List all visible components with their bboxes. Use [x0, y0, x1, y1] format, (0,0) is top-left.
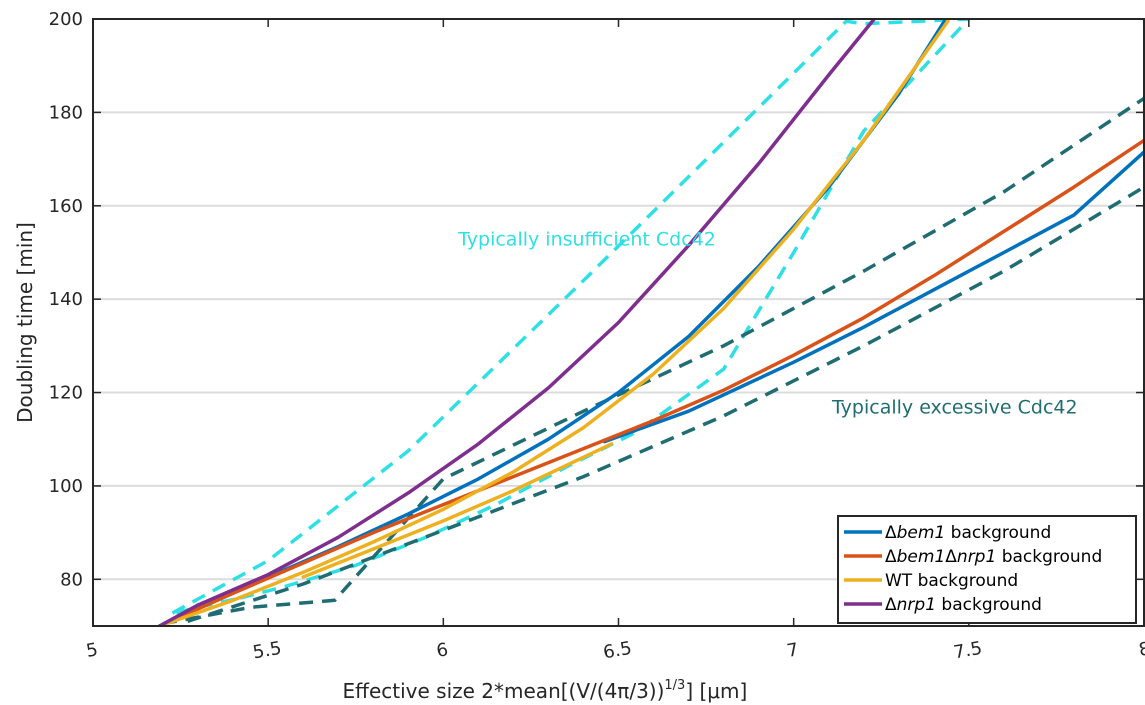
x-axis-ticks: 5 5.5 6 6.5 7 7.5 8 [85, 19, 1145, 663]
bound-lines [162, 19, 1144, 626]
series-line-1 [602, 150, 1144, 444]
series-line-5 [157, 19, 876, 626]
y-tick-label: 200 [49, 9, 83, 30]
legend-label: Δbem1 background [885, 523, 1051, 543]
y-tick-label: 180 [49, 102, 83, 123]
annotation-0: Typically insufficient Cdc42 [457, 228, 716, 250]
excessive-bound [162, 96, 1144, 626]
legend-label: WT background [885, 571, 1018, 591]
y-tick-label: 100 [49, 476, 83, 497]
series-line-2 [157, 138, 1144, 626]
y-tick-label: 80 [60, 569, 83, 590]
y-tick-label: 160 [49, 196, 83, 217]
legend-label: Δbem1Δnrp1 background [885, 547, 1102, 567]
annotations: Typically insufficient Cdc42 Typically ex… [457, 228, 1077, 418]
grid-lines [93, 18, 1144, 581]
x-tick-label: 5 [85, 639, 100, 662]
y-tick-label: 120 [49, 383, 83, 404]
x-tick-label: 8 [1137, 638, 1145, 661]
y-tick-label: 140 [49, 289, 83, 310]
x-axis-label: Effective size 2*mean[(V/(4π/3))1/3] [μm… [343, 678, 748, 703]
annotation-1: Typically excessive Cdc42 [831, 397, 1078, 419]
y-axis-label: Doubling time [min] [13, 222, 37, 423]
series-line-3 [157, 19, 950, 626]
x-tick-label: 6.5 [602, 638, 634, 664]
series-lines [157, 19, 1144, 626]
series-line-4 [301, 442, 614, 579]
x-tick-label: 6 [435, 639, 450, 662]
y-axis-ticks: 80 100 120 140 160 180 200 [49, 9, 1144, 590]
legend-label: Δnrp1 background [885, 595, 1042, 615]
x-tick-label: 7.5 [952, 638, 984, 664]
x-tick-label: 7 [785, 639, 800, 662]
legend: Δbem1 background Δbem1Δnrp1 background WT … [837, 515, 1137, 624]
legend-box [837, 515, 1137, 624]
x-tick-label: 5.5 [251, 638, 283, 664]
